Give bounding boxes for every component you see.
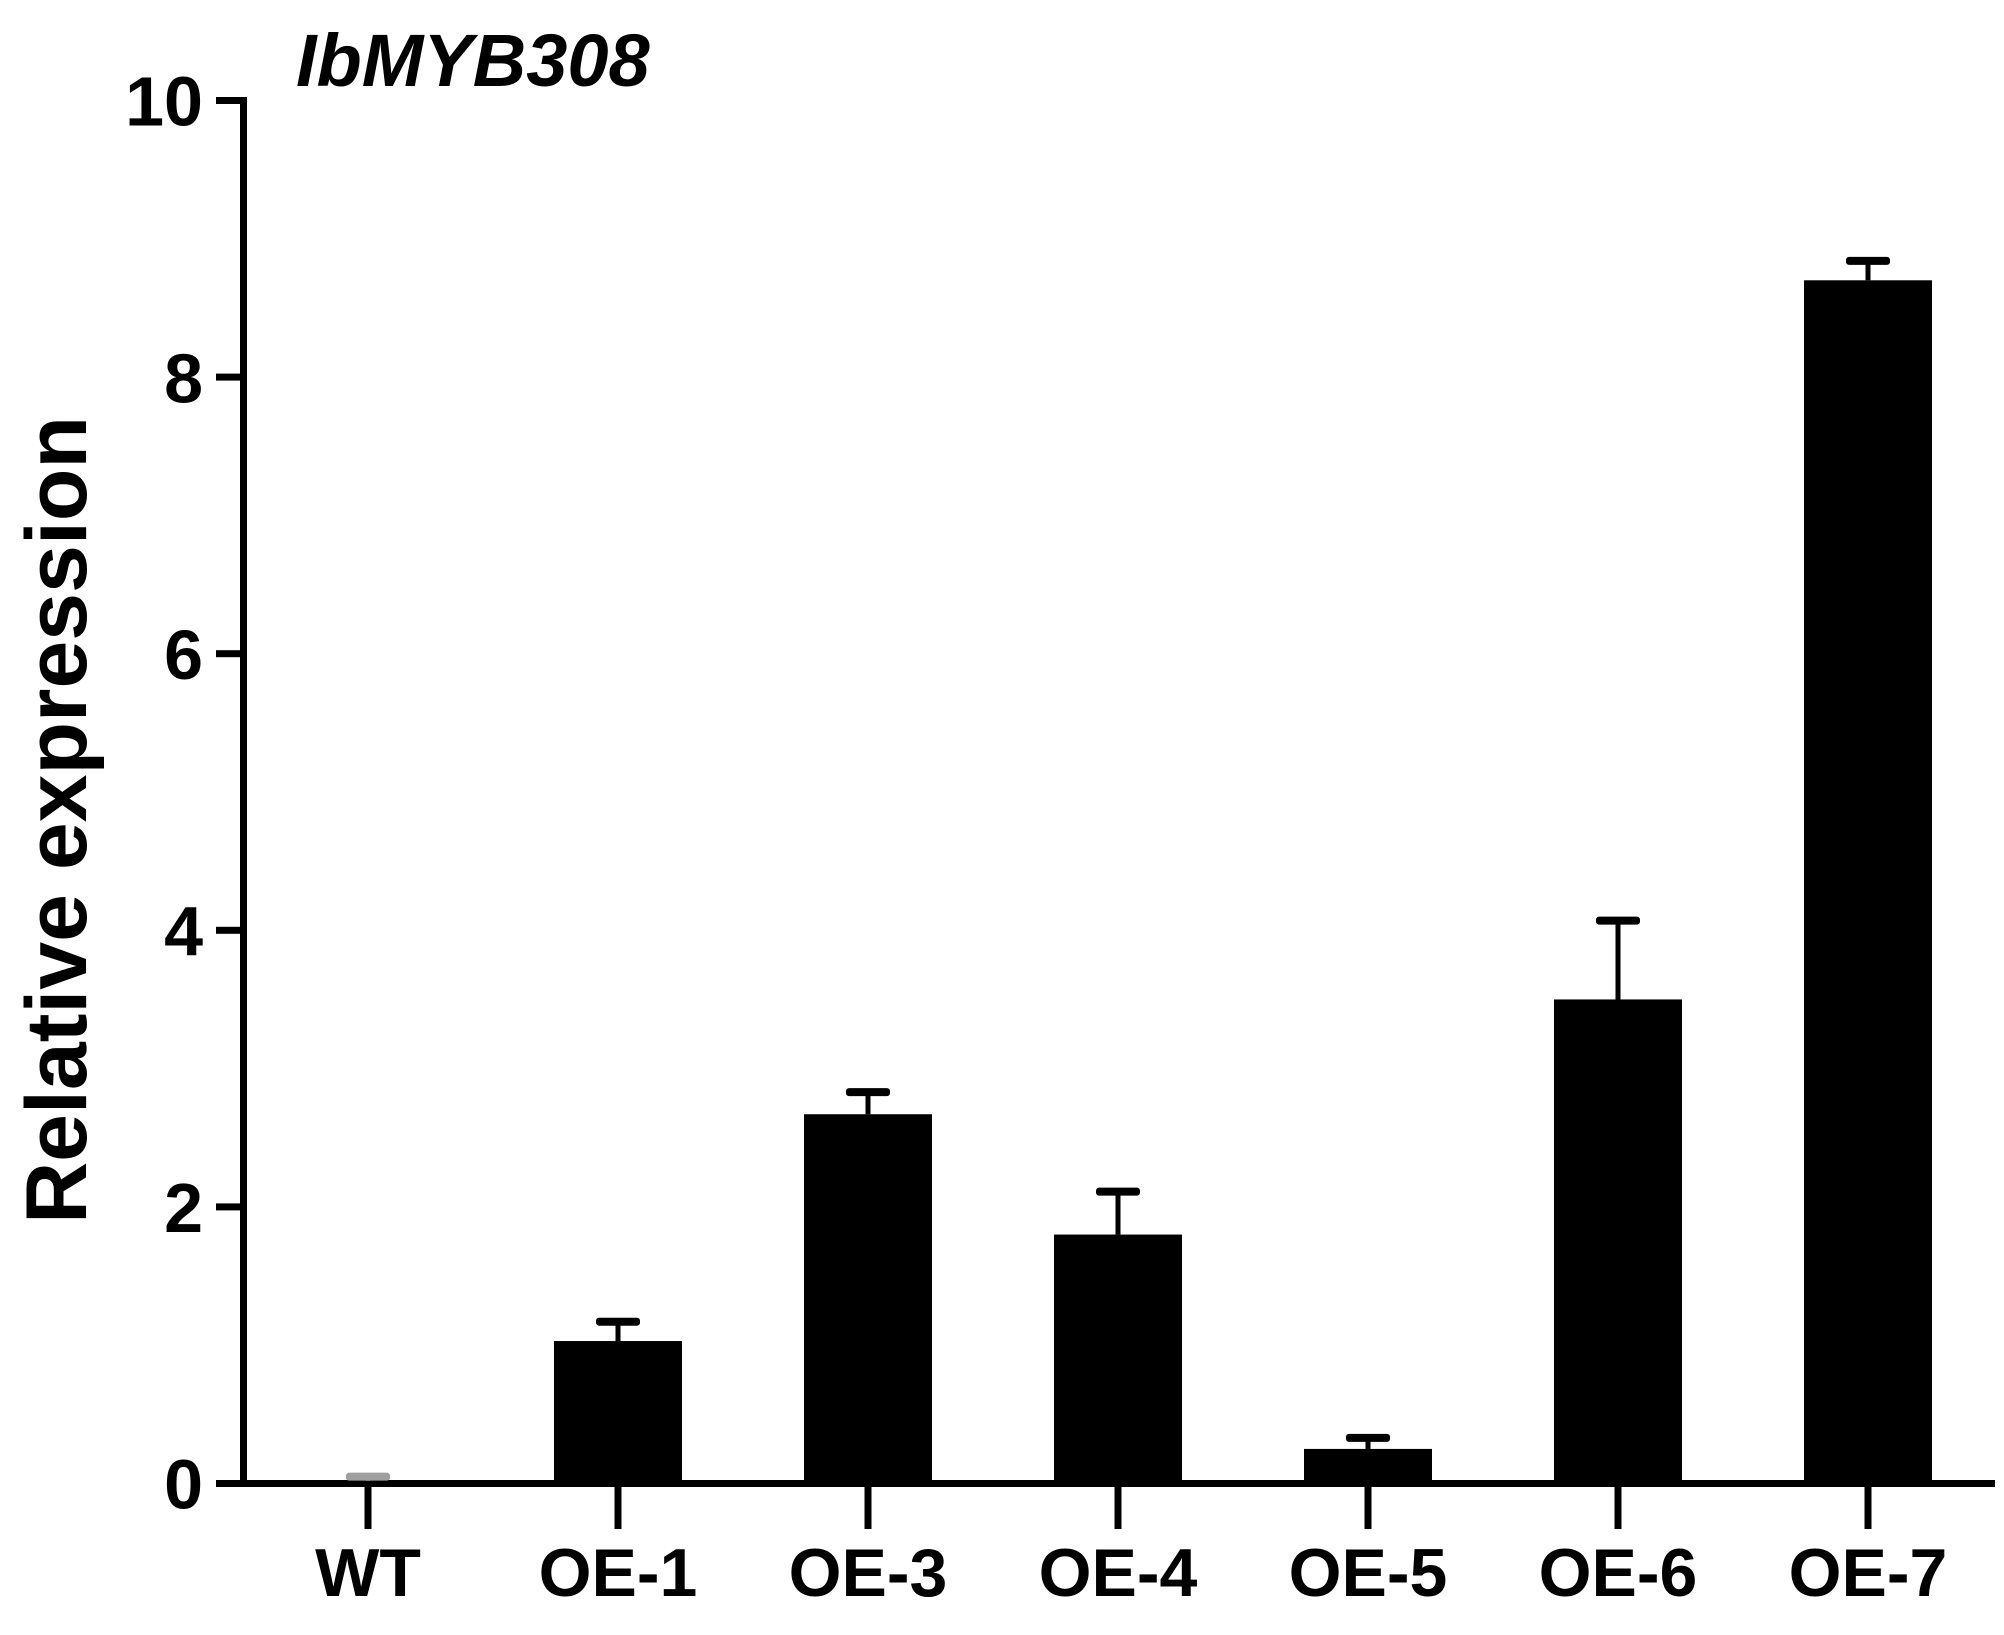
- x-tick: [364, 1487, 372, 1529]
- bar: [1554, 999, 1682, 1487]
- y-tick-label: 2: [164, 1169, 203, 1247]
- y-tick: [216, 373, 240, 381]
- x-tick: [614, 1487, 622, 1529]
- bar: [554, 1341, 682, 1487]
- error-bar-cap: [596, 1317, 640, 1326]
- y-tick: [216, 97, 240, 104]
- y-tick-label: 10: [125, 63, 203, 141]
- bars-group: [304, 280, 1932, 1487]
- chart-title: IbMYB308: [296, 19, 651, 102]
- x-tick: [1364, 1487, 1372, 1529]
- y-tick: [216, 1480, 240, 1487]
- y-tick: [216, 1203, 240, 1211]
- error-bars-group: [346, 256, 1890, 1481]
- x-tick: [1864, 1487, 1872, 1529]
- y-axis-line: [240, 97, 247, 1487]
- x-tick: [1114, 1487, 1122, 1529]
- x-category-label: WT: [315, 1535, 421, 1611]
- x-axis-line: [240, 1480, 1995, 1487]
- x-tick: [864, 1487, 872, 1529]
- y-tick: [216, 926, 240, 934]
- x-tick: [1614, 1487, 1622, 1529]
- y-tick-label: 8: [164, 339, 203, 417]
- x-category-label: OE-4: [1039, 1535, 1198, 1611]
- y-tick: [216, 650, 240, 658]
- x-category-label: OE-5: [1289, 1535, 1448, 1611]
- error-bar-cap: [1096, 1187, 1140, 1196]
- y-tick-label: 4: [164, 893, 203, 971]
- bar: [1804, 280, 1932, 1487]
- x-category-label: OE-6: [1539, 1535, 1698, 1611]
- x-category-label: OE-1: [539, 1535, 698, 1611]
- error-bar-cap: [346, 1472, 390, 1481]
- x-category-label: OE-3: [789, 1535, 948, 1611]
- error-bar-cap: [1846, 256, 1890, 265]
- axes-group: [240, 97, 1995, 1487]
- bar: [804, 1114, 932, 1487]
- y-axis-label: Relative expression: [9, 416, 105, 1224]
- x-ticks-group: WT OE-1 OE-3 OE-4 OE-5 OE-6 OE-7: [315, 1487, 1947, 1611]
- y-tick-label: 0: [164, 1446, 203, 1524]
- bar: [1054, 1234, 1182, 1487]
- x-category-label: OE-7: [1789, 1535, 1948, 1611]
- y-tick-label: 6: [164, 616, 203, 694]
- error-bar-cap: [1346, 1433, 1390, 1442]
- error-bar-cap: [1596, 916, 1640, 925]
- y-ticks-group: 0 2 4 6 8 10: [125, 63, 240, 1524]
- error-bar-cap: [846, 1088, 890, 1097]
